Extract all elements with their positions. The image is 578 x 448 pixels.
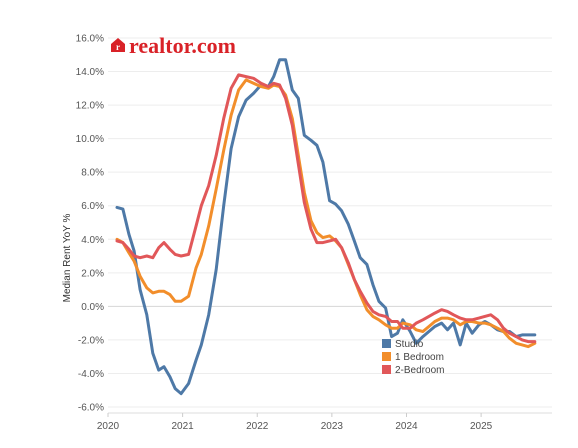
legend-label: Studio [395,339,424,350]
x-tick-label: 2025 [470,421,493,432]
legend-swatch [382,352,391,361]
y-tick-label: 12.0% [76,101,104,112]
y-axis: 16.0% 14.0% 12.0% 10.0% 8.0% 6.0% 4.0% 2.0% 0.0%… [76,34,104,414]
logo-mark: r [116,42,120,52]
x-tick-label: 2022 [246,421,269,432]
y-tick-label: -6.0% [78,403,104,414]
legend-swatch [382,339,391,348]
y-axis-title: Median Rent YoY % [62,214,73,303]
realtor-logo: r realtor.com [111,33,236,58]
y-tick-label: 2.0% [81,268,104,279]
x-tick-label: 2021 [171,421,194,432]
x-tick-label: 2023 [321,421,344,432]
legend-label: 1 Bedroom [395,352,444,363]
x-tick-label: 2024 [395,421,418,432]
series-line-studio [115,58,537,396]
y-tick-label: 10.0% [76,134,104,145]
logo-wordmark: realtor.com [129,33,236,58]
x-axis: 2020 2021 2022 2023 2024 2025 [97,412,552,432]
y-tick-label: 16.0% [76,34,104,45]
series-lines [115,58,537,396]
series-line-2-bedroom [115,73,537,344]
series-line-1-bedroom [115,78,537,349]
gridlines [108,37,552,408]
logo-house-icon [111,38,125,52]
legend-label: 2-Bedroom [395,365,444,376]
y-tick-label: 14.0% [76,67,104,78]
y-tick-label: 0.0% [81,302,104,313]
legend: Studio 1 Bedroom 2-Bedroom [382,339,444,376]
y-tick-label: -2.0% [78,335,104,346]
legend-swatch [382,365,391,374]
y-tick-label: 8.0% [81,168,104,179]
y-tick-label: -4.0% [78,369,104,380]
y-tick-label: 6.0% [81,201,104,212]
y-tick-label: 4.0% [81,235,104,246]
x-tick-label: 2020 [97,421,120,432]
